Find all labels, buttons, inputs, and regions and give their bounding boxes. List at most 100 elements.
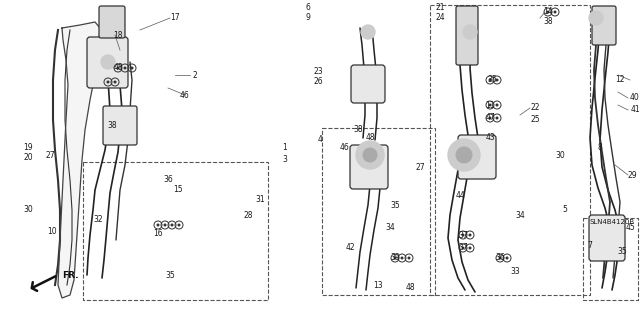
Bar — [583, 218, 638, 300]
Text: 8: 8 — [598, 144, 602, 152]
Text: 17: 17 — [170, 13, 180, 23]
FancyBboxPatch shape — [589, 215, 625, 261]
FancyBboxPatch shape — [456, 6, 478, 65]
Text: 35: 35 — [487, 76, 497, 85]
Circle shape — [401, 256, 403, 259]
Text: 5: 5 — [563, 205, 568, 214]
Circle shape — [461, 247, 465, 249]
Text: 34: 34 — [385, 224, 395, 233]
Bar — [322, 128, 435, 295]
Circle shape — [488, 78, 492, 81]
Text: 42: 42 — [345, 243, 355, 253]
Circle shape — [448, 139, 480, 171]
Circle shape — [363, 148, 377, 162]
Text: 40: 40 — [630, 93, 640, 102]
Text: 14: 14 — [543, 8, 553, 17]
Text: 1: 1 — [283, 144, 287, 152]
Text: 35: 35 — [165, 271, 175, 279]
FancyBboxPatch shape — [592, 6, 616, 45]
Circle shape — [506, 256, 509, 259]
Text: 36: 36 — [495, 254, 505, 263]
Text: 30: 30 — [23, 205, 33, 214]
Circle shape — [106, 80, 109, 84]
Text: 45: 45 — [625, 224, 635, 233]
Text: 12: 12 — [615, 76, 625, 85]
Text: 29: 29 — [627, 170, 637, 180]
Text: 16: 16 — [153, 228, 163, 238]
Text: FR.: FR. — [62, 271, 79, 279]
Text: 27: 27 — [45, 151, 55, 160]
FancyBboxPatch shape — [87, 37, 128, 88]
Circle shape — [408, 256, 410, 259]
Circle shape — [468, 247, 472, 249]
Bar — [430, 5, 590, 295]
Text: 47: 47 — [485, 114, 495, 122]
Text: 43: 43 — [485, 133, 495, 143]
Text: 34: 34 — [515, 211, 525, 219]
Text: 44: 44 — [455, 190, 465, 199]
Text: 39: 39 — [390, 254, 400, 263]
Text: 2: 2 — [193, 70, 197, 79]
Circle shape — [116, 66, 120, 70]
Text: 38: 38 — [353, 125, 363, 135]
Text: 25: 25 — [530, 115, 540, 124]
Text: 46: 46 — [180, 91, 190, 100]
Circle shape — [488, 103, 492, 107]
FancyBboxPatch shape — [351, 65, 385, 103]
Text: 37: 37 — [458, 243, 468, 253]
Circle shape — [463, 25, 477, 39]
Circle shape — [131, 66, 134, 70]
Text: 35: 35 — [390, 201, 400, 210]
Text: 24: 24 — [435, 13, 445, 23]
Text: 41: 41 — [630, 106, 640, 115]
Text: 48: 48 — [405, 284, 415, 293]
Text: 22: 22 — [531, 103, 540, 113]
Text: 33: 33 — [510, 268, 520, 277]
Text: 28: 28 — [243, 211, 253, 219]
Text: 7: 7 — [588, 241, 593, 249]
Text: 10: 10 — [47, 227, 57, 236]
Circle shape — [468, 234, 472, 236]
Text: 38: 38 — [107, 121, 117, 130]
FancyBboxPatch shape — [458, 135, 496, 179]
Circle shape — [157, 224, 159, 226]
Circle shape — [456, 147, 472, 163]
Text: 36: 36 — [163, 175, 173, 184]
Circle shape — [461, 234, 465, 236]
Circle shape — [499, 256, 502, 259]
Polygon shape — [58, 22, 100, 298]
Text: 21: 21 — [435, 4, 445, 12]
Text: 48: 48 — [365, 133, 375, 143]
Text: 26: 26 — [313, 78, 323, 86]
Text: 18: 18 — [113, 31, 123, 40]
Circle shape — [495, 116, 499, 120]
Text: 20: 20 — [23, 153, 33, 162]
Text: 31: 31 — [255, 196, 265, 204]
Circle shape — [124, 66, 127, 70]
Text: 37: 37 — [458, 231, 468, 240]
Circle shape — [394, 256, 397, 259]
Circle shape — [488, 116, 492, 120]
FancyBboxPatch shape — [350, 145, 388, 189]
Text: 32: 32 — [93, 216, 103, 225]
FancyBboxPatch shape — [99, 6, 125, 38]
Text: 11: 11 — [485, 100, 495, 109]
Text: 38: 38 — [543, 18, 553, 26]
Text: 3: 3 — [283, 155, 287, 165]
Text: 48: 48 — [113, 63, 123, 72]
Circle shape — [163, 224, 166, 226]
Text: SLN4B4120B: SLN4B4120B — [590, 219, 635, 225]
Circle shape — [554, 11, 557, 13]
Circle shape — [170, 224, 173, 226]
FancyBboxPatch shape — [103, 106, 137, 145]
Text: 46: 46 — [340, 144, 350, 152]
Text: 15: 15 — [173, 186, 183, 195]
Bar — [83, 162, 268, 300]
Text: 9: 9 — [305, 13, 310, 23]
Text: 4: 4 — [317, 136, 323, 145]
Circle shape — [547, 11, 550, 13]
Text: 23: 23 — [313, 68, 323, 77]
Circle shape — [356, 141, 384, 169]
Text: 6: 6 — [305, 4, 310, 12]
Circle shape — [495, 78, 499, 81]
